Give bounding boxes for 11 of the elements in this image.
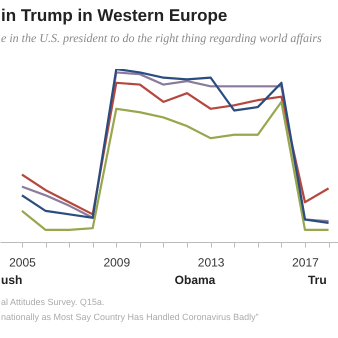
x-tick-label: 2009 <box>103 256 130 270</box>
x-tick-label: 2005 <box>9 256 36 270</box>
text: nationally as Most Say Country Has Handled Coronavirus Badly” <box>1 312 259 322</box>
x-tick-label: 2013 <box>198 256 225 270</box>
text: Obama <box>174 273 216 287</box>
text: ush <box>1 273 22 287</box>
text: al Attitudes Survey. Q15a. <box>1 297 104 307</box>
x-tick-label: 2017 <box>292 256 320 270</box>
text: Tru <box>308 273 327 287</box>
chart-subtitle: e in the U.S. president to do the right thing regarding world affairs <box>1 31 322 45</box>
chart-title: in Trump in Western Europe <box>1 6 228 25</box>
